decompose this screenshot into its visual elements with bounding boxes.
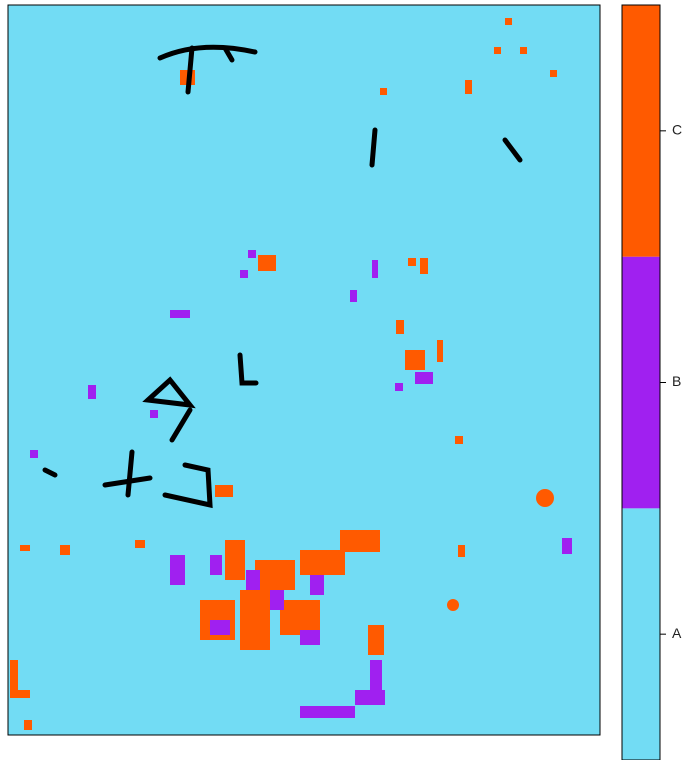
legend-swatch: [622, 5, 660, 257]
map-figure: A B C: [0, 0, 689, 760]
legend-label: A: [672, 625, 682, 641]
legend-label: B: [672, 373, 681, 389]
legend-label: C: [672, 122, 682, 138]
legend-swatch: [622, 257, 660, 509]
legend: A B C: [622, 5, 682, 760]
map-panel: [8, 5, 600, 735]
legend-swatch: [622, 508, 660, 760]
